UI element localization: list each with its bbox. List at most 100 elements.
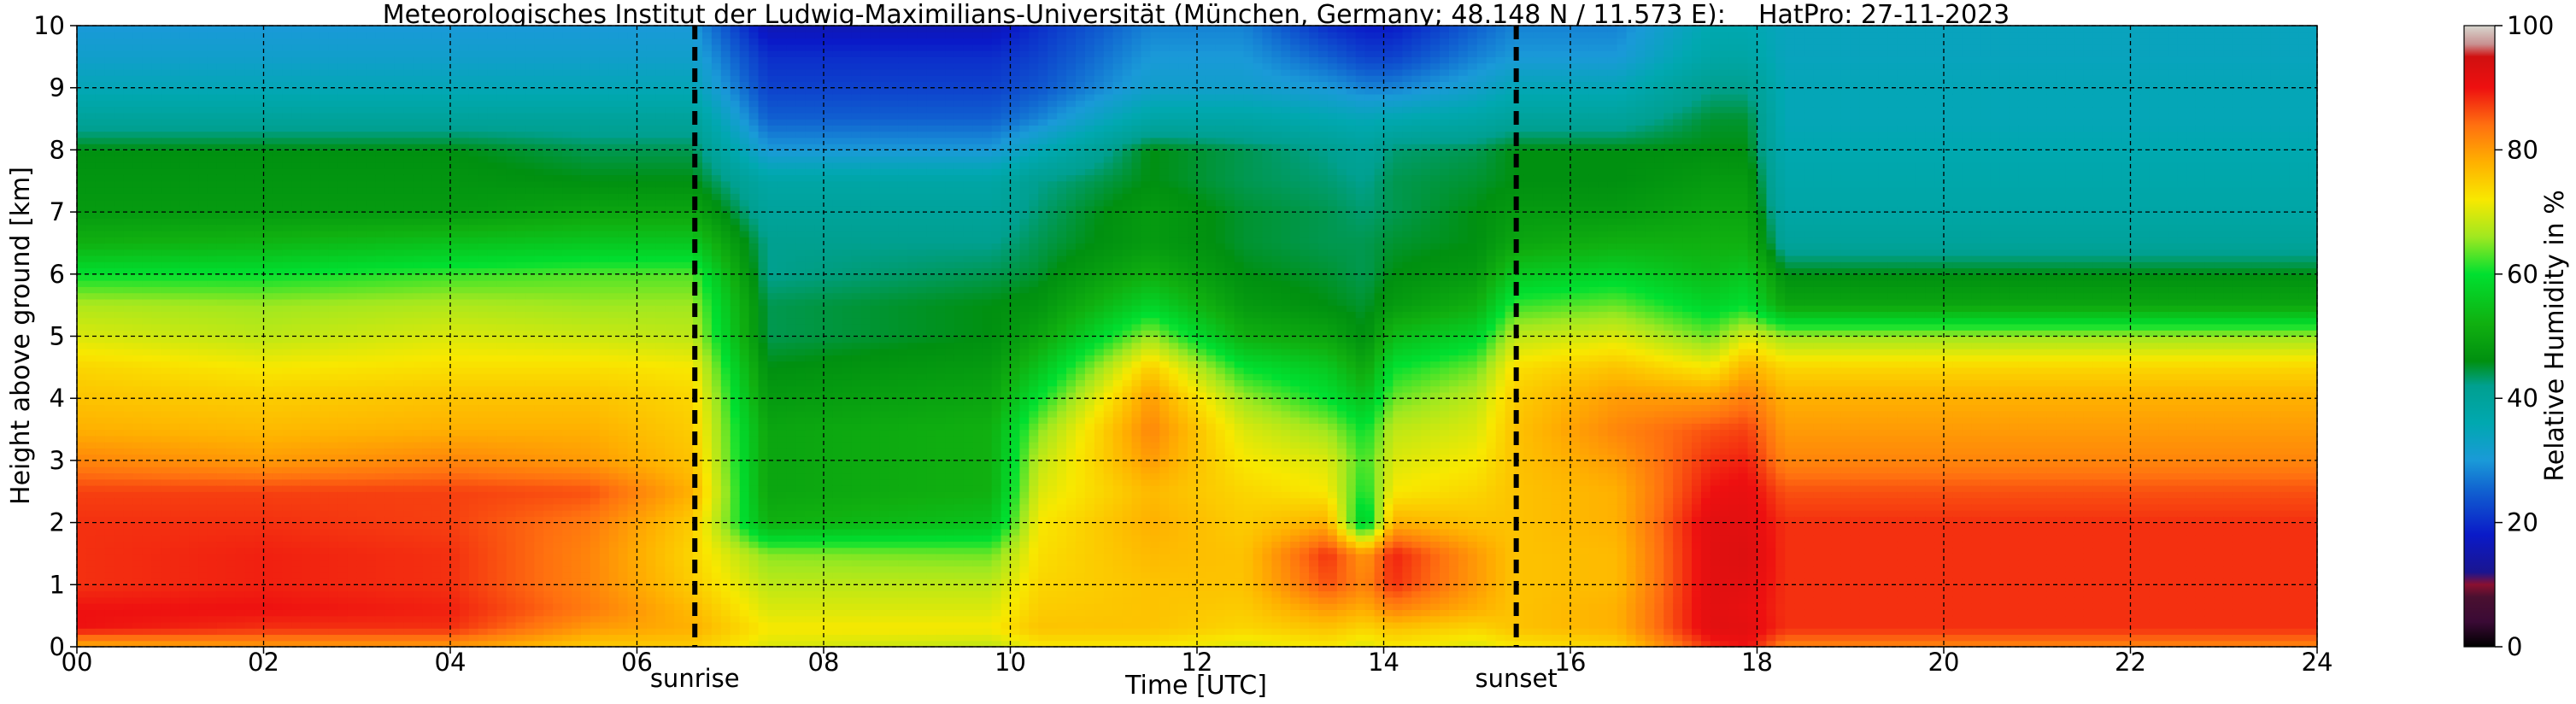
heatmap-cell: [142, 88, 152, 95]
heatmap-cell: [282, 554, 292, 560]
heatmap-cell: [460, 311, 470, 318]
heatmap-cell: [301, 88, 311, 95]
heatmap-cell: [348, 430, 358, 437]
heatmap-cell: [348, 324, 358, 331]
heatmap-cell: [170, 212, 180, 219]
heatmap-cell: [264, 324, 274, 331]
heatmap-cell: [291, 286, 302, 293]
heatmap-cell: [348, 337, 358, 343]
heatmap-cell: [189, 218, 199, 225]
heatmap-cell: [403, 548, 414, 554]
heatmap-cell: [431, 572, 442, 579]
heatmap-cell: [367, 138, 377, 144]
heatmap-cell: [179, 373, 190, 380]
heatmap-cell: [422, 94, 432, 101]
heatmap-cell: [291, 430, 302, 437]
heatmap-cell: [77, 318, 87, 325]
heatmap-cell: [431, 44, 442, 51]
heatmap-cell: [86, 125, 97, 132]
heatmap-cell: [469, 355, 479, 361]
heatmap-cell: [245, 249, 255, 256]
heatmap-cell: [301, 591, 311, 598]
heatmap-cell: [86, 225, 97, 232]
heatmap-cell: [161, 237, 171, 243]
heatmap-cell: [525, 548, 535, 554]
heatmap-cell: [217, 174, 227, 181]
heatmap-cell: [338, 491, 349, 498]
heatmap-cell: [431, 466, 442, 473]
heatmap-cell: [338, 479, 349, 486]
heatmap-cell: [105, 491, 115, 498]
heatmap-cell: [114, 162, 125, 169]
heatmap-cell: [469, 56, 479, 63]
heatmap-cell: [124, 94, 134, 101]
heatmap-cell: [264, 373, 274, 380]
heatmap-cell: [450, 423, 461, 430]
heatmap-cell: [329, 535, 339, 542]
heatmap-cell: [124, 529, 134, 536]
heatmap-cell: [338, 311, 349, 318]
heatmap-cell: [376, 299, 386, 306]
heatmap-cell: [534, 94, 544, 101]
heatmap-cell: [338, 63, 349, 70]
heatmap-cell: [124, 38, 134, 45]
heatmap-cell: [124, 442, 134, 449]
heatmap-cell: [413, 622, 423, 629]
heatmap-cell: [301, 318, 311, 325]
heatmap-cell: [450, 44, 461, 51]
heatmap-cell: [413, 510, 423, 517]
heatmap-cell: [133, 94, 144, 101]
heatmap-cell: [273, 361, 283, 368]
heatmap-cell: [497, 187, 508, 194]
heatmap-cell: [515, 560, 525, 566]
heatmap-cell: [301, 379, 311, 386]
heatmap-cell: [236, 174, 246, 181]
heatmap-cell: [525, 119, 535, 126]
heatmap-cell: [96, 584, 106, 591]
heatmap-cell: [114, 423, 125, 430]
heatmap-cell: [282, 168, 292, 175]
heatmap-cell: [338, 187, 349, 194]
heatmap-cell: [245, 628, 255, 635]
heatmap-cell: [264, 622, 274, 629]
heatmap-cell: [431, 305, 442, 312]
heatmap-cell: [291, 132, 302, 138]
heatmap-cell: [367, 119, 377, 126]
heatmap-cell: [329, 56, 339, 63]
heatmap-cell: [217, 461, 227, 467]
heatmap-cell: [77, 26, 87, 32]
heatmap-cell: [367, 634, 377, 641]
heatmap-cell: [179, 572, 190, 579]
heatmap-cell: [403, 243, 414, 249]
heatmap-cell: [170, 305, 180, 312]
heatmap-cell: [338, 181, 349, 188]
heatmap-cell: [273, 75, 283, 82]
heatmap-cell: [170, 485, 180, 492]
heatmap-cell: [264, 200, 274, 207]
heatmap-cell: [133, 603, 144, 610]
heatmap-cell: [124, 107, 134, 114]
heatmap-cell: [86, 603, 97, 610]
heatmap-cell: [236, 343, 246, 349]
heatmap-cell: [264, 498, 274, 505]
heatmap-cell: [124, 286, 134, 293]
heatmap-cell: [525, 187, 535, 194]
heatmap-cell: [376, 218, 386, 225]
heatmap-cell: [208, 541, 218, 548]
heatmap-cell: [179, 119, 190, 126]
heatmap-cell: [161, 448, 171, 455]
heatmap-cell: [431, 218, 442, 225]
heatmap-cell: [478, 622, 489, 629]
heatmap-cell: [507, 243, 517, 249]
heatmap-cell: [245, 337, 255, 343]
heatmap-cell: [515, 548, 525, 554]
heatmap-cell: [525, 603, 535, 610]
heatmap-cell: [198, 286, 208, 293]
heatmap-cell: [170, 461, 180, 467]
heatmap-cell: [329, 293, 339, 300]
heatmap-cell: [338, 75, 349, 82]
heatmap-cell: [478, 50, 489, 57]
heatmap-cell: [413, 584, 423, 591]
heatmap-cell: [105, 566, 115, 572]
heatmap-cell: [114, 343, 125, 349]
